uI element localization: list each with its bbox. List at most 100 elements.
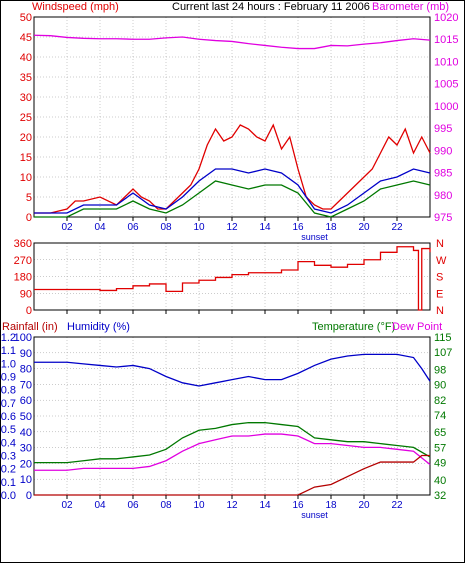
temp-axis-tick-label: 74 (434, 410, 446, 422)
series-dew-point (34, 433, 431, 471)
temp-axis-tick-label: 107 (434, 347, 452, 359)
temp-axis-tick-label: 115 (434, 332, 452, 344)
chart-panels: 0510152025303540455097598098599099510001… (1, 12, 459, 520)
compass-label: W (436, 255, 447, 267)
rain-axis-tick-label: 0.9 (1, 372, 16, 384)
right-axis-title-barometer: Barometer (mb) (372, 1, 449, 13)
sunset-label-bottom: sunset (301, 510, 328, 520)
temp-axis-tick-label: 82 (434, 395, 446, 407)
wind-panel-xtick-label: 18 (325, 222, 337, 233)
humidity-axis-title: Humidity (%) (67, 321, 130, 333)
wind-axis-tick-label: 10 (20, 172, 32, 184)
dewpoint-axis-title: Dew Point (392, 321, 442, 333)
wind-panel-xtick-label: 14 (259, 222, 271, 233)
baro-axis-tick-label: 1005 (434, 79, 458, 91)
rain-axis-tick-label: 0.5 (1, 424, 16, 436)
humidity-axis-tick-label: 70 (20, 379, 32, 391)
climate-panel-xtick-label: 14 (259, 500, 271, 511)
dir-axis-tick-label: 180 (14, 272, 32, 284)
sunset-label-top: sunset (301, 232, 328, 242)
compass-label: N (436, 305, 444, 317)
dir-axis-tick-label: 360 (14, 238, 32, 250)
humidity-axis-tick-label: 100 (14, 332, 32, 344)
rain-axis-tick-label: 0.4 (1, 437, 16, 449)
baro-axis-tick-label: 975 (434, 212, 452, 224)
wind-axis-tick-label: 50 (20, 12, 32, 24)
baro-axis-tick-label: 985 (434, 168, 452, 180)
climate-panel-xtick-label: 04 (94, 500, 106, 511)
humidity-axis-tick-label: 30 (20, 443, 32, 455)
rain-axis-tick-label: 0.6 (1, 411, 16, 423)
dir-axis-tick-label: 90 (20, 288, 32, 300)
temp-axis-tick-label: 40 (434, 475, 446, 487)
temp-axis-tick-label: 90 (434, 380, 446, 392)
humidity-axis-tick-label: 0 (26, 490, 32, 502)
wind-panel-xtick-label: 06 (127, 222, 139, 233)
wind-axis-tick-label: 35 (20, 72, 32, 84)
temp-axis-tick-label: 49 (434, 458, 446, 470)
rain-axis-tick-label: 1.2 (1, 332, 16, 344)
rain-axis-tick-label: 1.1 (1, 345, 16, 357)
compass-label: S (436, 272, 443, 284)
baro-axis-tick-label: 1000 (434, 101, 458, 113)
wind-axis-tick-label: 40 (20, 52, 32, 64)
humidity-axis-tick-label: 10 (20, 474, 32, 486)
rain-axis-tick-label: 0.0 (1, 490, 16, 502)
left-axis-title-windspeed: Windspeed (mph) (32, 1, 119, 13)
wind-panel-xtick-label: 12 (226, 222, 238, 233)
chart-title: Current last 24 hours : February 11 2006 (172, 1, 370, 13)
humidity-axis-tick-label: 50 (20, 411, 32, 423)
series-windspeed-average- (34, 168, 431, 214)
series-temperature-f- (34, 422, 431, 464)
climate-panel-xtick-label: 16 (292, 500, 304, 511)
rainfall-axis-title: Rainfall (in) (2, 321, 58, 333)
rain-axis-tick-label: 0.3 (1, 451, 16, 463)
baro-axis-tick-label: 1020 (434, 12, 458, 24)
temp-axis-tick-label: 32 (434, 490, 446, 502)
wind-panel-xtick-label: 20 (358, 222, 370, 233)
baro-axis-tick-label: 995 (434, 123, 452, 135)
wind-axis-tick-label: 15 (20, 152, 32, 164)
humidity-axis-tick-label: 90 (20, 348, 32, 360)
rain-axis-tick-label: 0.8 (1, 385, 16, 397)
climate-panel-xtick-label: 02 (61, 500, 73, 511)
rain-axis-tick-label: 0.2 (1, 464, 16, 476)
humidity-axis-tick-label: 80 (20, 364, 32, 376)
temp-axis-tick-label: 65 (434, 427, 446, 439)
wind-axis-tick-label: 30 (20, 92, 32, 104)
climate-panel-xtick-label: 20 (358, 500, 370, 511)
compass-label: N (436, 238, 444, 250)
series-windspeed-gust- (34, 123, 431, 214)
series-rainfall-in- (34, 454, 430, 496)
climate-panel-xtick-label: 12 (226, 500, 238, 511)
series-barometer (33, 34, 431, 50)
rain-axis-tick-label: 1.0 (1, 358, 16, 370)
wind-axis-tick-label: 25 (20, 112, 32, 124)
climate-panel-xtick-label: 08 (160, 500, 172, 511)
wind-panel-xtick-label: 08 (160, 222, 172, 233)
temperature-axis-title: Temperature (°F) (312, 321, 395, 333)
wind-axis-tick-label: 5 (26, 192, 32, 204)
humidity-axis-tick-label: 20 (20, 458, 32, 470)
rain-axis-tick-label: 0.1 (1, 477, 16, 489)
series-wind-direction (34, 246, 431, 311)
baro-axis-tick-label: 990 (434, 145, 452, 157)
wind-axis-tick-label: 20 (20, 132, 32, 144)
wind-axis-tick-label: 0 (26, 212, 32, 224)
baro-axis-tick-label: 1015 (434, 34, 458, 46)
compass-label: E (436, 288, 443, 300)
wind-panel-xtick-label: 16 (292, 222, 304, 233)
climate-panel-xtick-label: 18 (325, 500, 337, 511)
rain-axis-tick-label: 0.7 (1, 398, 16, 410)
climate-panel-xtick-label: 06 (127, 500, 139, 511)
climate-panel-xtick-label: 10 (193, 500, 205, 511)
series-humidity- (34, 353, 431, 387)
baro-axis-tick-label: 1010 (434, 56, 458, 68)
temp-axis-tick-label: 98 (434, 364, 446, 376)
temp-axis-tick-label: 57 (434, 442, 446, 454)
humidity-axis-tick-label: 40 (20, 427, 32, 439)
series-windspeed-low- (34, 180, 431, 218)
baro-axis-tick-label: 980 (434, 190, 452, 202)
wind-axis-tick-label: 45 (20, 32, 32, 44)
